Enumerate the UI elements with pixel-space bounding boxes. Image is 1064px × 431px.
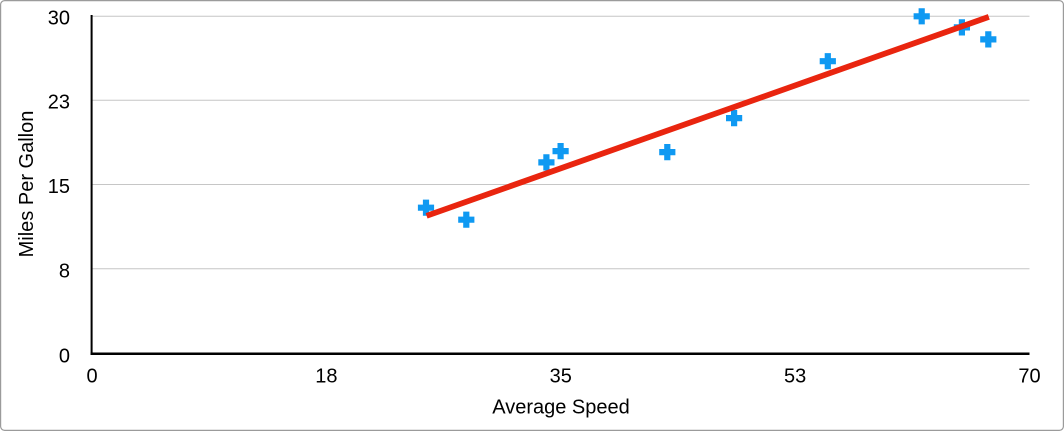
- svg-text:Miles Per Gallon: Miles Per Gallon: [16, 111, 38, 258]
- svg-text:53: 53: [784, 366, 806, 388]
- svg-text:15: 15: [48, 176, 70, 198]
- svg-text:35: 35: [550, 366, 572, 388]
- svg-text:18: 18: [315, 366, 337, 388]
- svg-text:Average Speed: Average Speed: [492, 396, 630, 418]
- svg-text:0: 0: [59, 345, 70, 367]
- svg-text:0: 0: [86, 366, 97, 388]
- svg-text:70: 70: [1018, 366, 1040, 388]
- svg-text:23: 23: [48, 92, 70, 114]
- svg-text:8: 8: [59, 260, 70, 282]
- svg-text:30: 30: [48, 8, 70, 30]
